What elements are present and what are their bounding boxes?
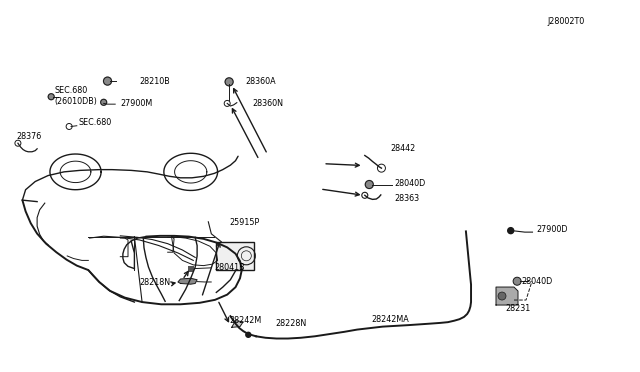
Circle shape <box>100 99 107 105</box>
Circle shape <box>513 277 521 285</box>
Circle shape <box>365 180 373 189</box>
Text: 28041B: 28041B <box>214 263 245 272</box>
Text: 28218N: 28218N <box>140 278 171 287</box>
Circle shape <box>225 78 233 86</box>
Text: 25915P: 25915P <box>229 218 259 227</box>
Text: J28002T0: J28002T0 <box>548 17 585 26</box>
Circle shape <box>48 94 54 100</box>
Bar <box>188 266 194 272</box>
Text: 28210B: 28210B <box>140 77 170 86</box>
Circle shape <box>498 292 506 300</box>
Circle shape <box>104 77 111 85</box>
Text: 28242M: 28242M <box>229 316 261 325</box>
Text: 28363: 28363 <box>394 194 419 203</box>
Text: 28242MA: 28242MA <box>371 315 409 324</box>
Circle shape <box>246 332 251 337</box>
Polygon shape <box>232 321 243 327</box>
Text: 27900D: 27900D <box>536 225 568 234</box>
Text: 28360N: 28360N <box>253 99 284 108</box>
Text: SEC.680
(26010DB): SEC.680 (26010DB) <box>54 86 97 106</box>
Text: 28442: 28442 <box>390 144 415 153</box>
Text: 28228N: 28228N <box>275 319 307 328</box>
Text: 28040D: 28040D <box>522 277 553 286</box>
Polygon shape <box>496 287 518 305</box>
Text: 27900M: 27900M <box>120 99 152 108</box>
Text: 28360A: 28360A <box>245 77 276 86</box>
Text: 28231: 28231 <box>506 304 531 313</box>
Circle shape <box>508 228 514 234</box>
Polygon shape <box>178 278 197 284</box>
Bar <box>216 242 254 270</box>
Text: 28040D: 28040D <box>394 179 426 188</box>
Text: 28376: 28376 <box>16 132 41 141</box>
Text: SEC.680: SEC.680 <box>78 118 111 127</box>
